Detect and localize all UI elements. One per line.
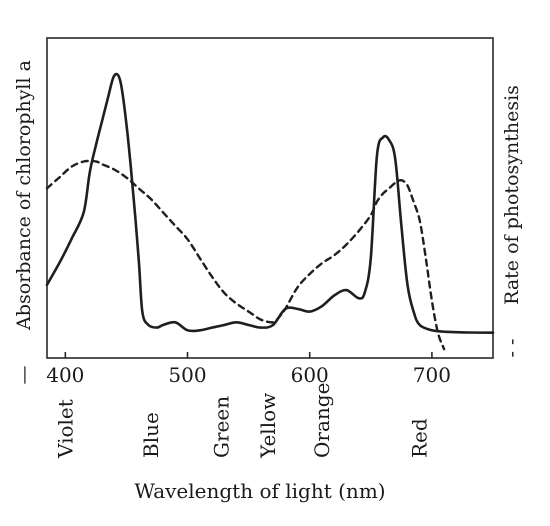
color-label-red: Red bbox=[408, 418, 432, 458]
legend-left-marker: — bbox=[13, 366, 35, 385]
legend-right-marker: - - bbox=[501, 339, 523, 358]
color-label-blue: Blue bbox=[139, 412, 163, 458]
series-group bbox=[45, 72, 495, 351]
x-tick-label: 600 bbox=[291, 363, 329, 387]
color-label-green: Green bbox=[210, 396, 234, 458]
color-label-violet: Violet bbox=[53, 399, 77, 459]
x-tick-label: 700 bbox=[413, 363, 451, 387]
x-ticks bbox=[64, 352, 433, 358]
plot-frame bbox=[46, 37, 494, 359]
color-labels: Violet Blue Green Yellow Orange Red bbox=[53, 383, 431, 459]
x-tick-label: 400 bbox=[46, 363, 84, 387]
color-label-orange: Orange bbox=[310, 383, 334, 458]
xlabel: Wavelength of light (nm) bbox=[134, 479, 385, 503]
ylabel-left: Absorbance of chlorophyll a bbox=[13, 60, 35, 331]
series-line-photosynthesis-rate bbox=[45, 159, 446, 351]
ylabel-right: Rate of photosynthesis bbox=[501, 85, 523, 305]
x-tick-label: 500 bbox=[168, 363, 206, 387]
color-label-yellow: Yellow bbox=[256, 393, 280, 459]
series-line-absorbance bbox=[45, 72, 495, 334]
x-tick-labels: 400 500 600 700 bbox=[46, 363, 451, 387]
